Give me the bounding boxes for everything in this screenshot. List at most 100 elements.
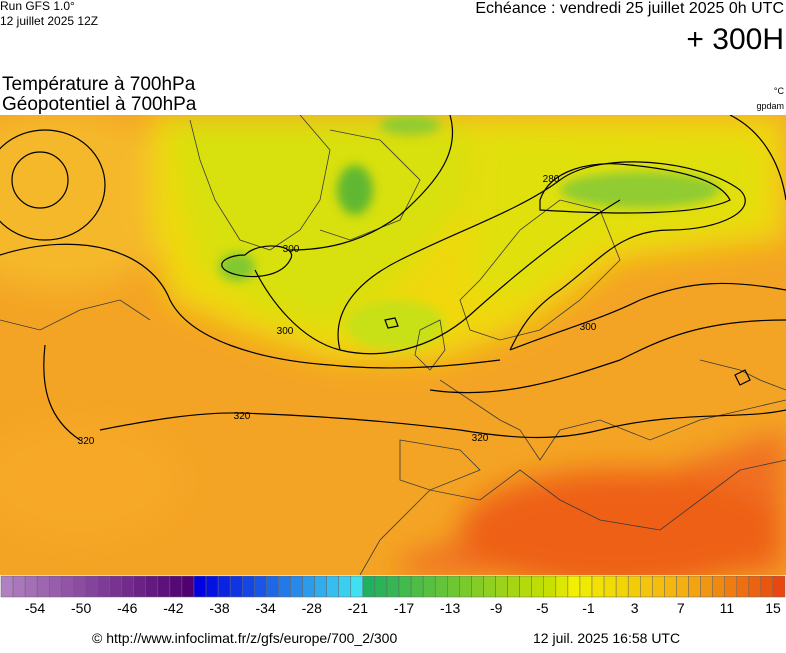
colorbar-swatch [145,575,159,598]
colorbar-swatch [48,575,62,598]
colorbar-swatch [374,575,388,598]
colorbar-swatch [302,575,315,598]
colorbar-swatch [700,575,713,598]
colorbar-swatch [109,575,122,598]
colorbar-swatch [422,575,436,598]
colorbar-swatch [36,575,50,598]
colorbar-swatch [0,575,14,598]
colorbar [0,575,786,598]
colorbar-swatch [652,575,665,598]
title-temperature: Température à 700hPa [2,74,196,95]
colorbar-swatch [386,575,400,598]
colorbar-swatch [615,575,629,598]
colorbar-swatch [459,575,472,598]
colorbar-swatch [519,575,532,598]
run: Run GFS 1.0° [0,0,75,13]
colorbar-swatch [555,575,569,598]
colorbar-swatch [507,575,520,598]
colorbar-swatch [24,575,38,598]
title-geopotential: Géopotentiel à 700hPa [2,94,197,115]
colorbar-swatch [471,575,484,598]
contour-label: 300 [580,322,597,333]
contour-label: 320 [234,411,251,422]
colorbar-swatch [736,575,750,598]
echeance: Echéance : vendredi 25 juillet 2025 0h U… [475,0,784,17]
colorbar-label: -9 [490,600,503,616]
colorbar-swatch [567,575,581,598]
colorbar-label: 15 [765,600,781,616]
colorbar-label: 11 [720,600,735,616]
colorbar-label: -13 [440,600,460,616]
colorbar-swatch [712,575,725,598]
contour-label: 300 [277,326,294,337]
contour-label: 320 [472,433,489,444]
unit-temperature: °C [774,86,785,96]
colorbar-swatch [205,575,219,598]
contour-label: 300 [283,244,300,255]
colorbar-swatch [772,575,786,598]
colorbar-label: -38 [209,600,229,616]
colorbar-swatch [362,575,376,598]
colorbar-swatch [254,575,267,598]
colorbar-swatch [290,575,303,598]
colorbar-swatch [181,575,195,598]
colorbar-label: -28 [302,600,322,616]
contour-label: 320 [78,436,95,447]
colorbar-swatch [217,575,231,598]
timestamp: 12 juil. 2025 16:58 UTC [533,630,680,646]
colorbar-swatch [676,575,689,598]
colorbar-swatch [434,575,448,598]
coastlines [0,115,786,575]
colorbar-swatch [229,575,243,598]
colorbar-swatch [133,575,146,598]
colorbar-label: -17 [394,600,414,616]
colorbar-swatch [61,575,74,598]
run-date: 12 juillet 2025 12Z [0,14,98,28]
colorbar-swatch [748,575,762,598]
colorbar-labels: -54 -50 -46 -42 -38 -34 -28 -21 -17 -13 -9 -5 -1 3 7 11… [25,600,781,616]
colorbar-swatch [85,575,98,598]
colorbar-swatch [97,575,110,598]
colorbar-swatch [338,575,352,598]
colorbar-swatch [640,575,653,598]
colorbar-label: -1 [582,600,595,616]
colorbar-swatch [350,575,364,598]
colorbar-label: 3 [631,600,639,616]
colorbar-swatch [603,575,617,598]
colorbar-swatch [398,575,412,598]
lead-time: + 300H [686,23,784,56]
colorbar-swatch [627,575,641,598]
colorbar-label: -42 [163,600,183,616]
colorbar-label: -54 [25,600,45,616]
colorbar-swatch [193,575,207,598]
colorbar-swatch [483,575,496,598]
map: 300 300 280 300 320 320 320 [0,115,786,575]
colorbar-swatch [121,575,134,598]
colorbar-swatch [760,575,774,598]
colorbar-label: 7 [677,600,685,616]
colorbar-swatch [579,575,593,598]
colorbar-swatch [688,575,701,598]
colorbar-swatch [495,575,508,598]
colorbar-swatch [169,575,183,598]
contour-label: 280 [543,174,560,185]
colorbar-label: -34 [256,600,276,616]
colorbar-swatch [241,575,255,598]
colorbar-swatch [326,575,339,598]
colorbar-swatch [543,575,557,598]
colorbar-swatch [73,575,86,598]
colorbar-label: -5 [536,600,549,616]
colorbar-swatch [447,575,460,598]
geopotential-contours [0,115,786,441]
colorbar-swatch [410,575,424,598]
source-url: © http://www.infoclimat.fr/z/gfs/europe/… [92,630,397,646]
colorbar-swatch [266,575,279,598]
colorbar-swatch [314,575,327,598]
colorbar-swatch [278,575,291,598]
colorbar-label: -46 [117,600,137,616]
colorbar-swatch [12,575,26,598]
colorbar-swatch [531,575,545,598]
colorbar-label: -21 [348,600,368,616]
colorbar-swatch [724,575,738,598]
